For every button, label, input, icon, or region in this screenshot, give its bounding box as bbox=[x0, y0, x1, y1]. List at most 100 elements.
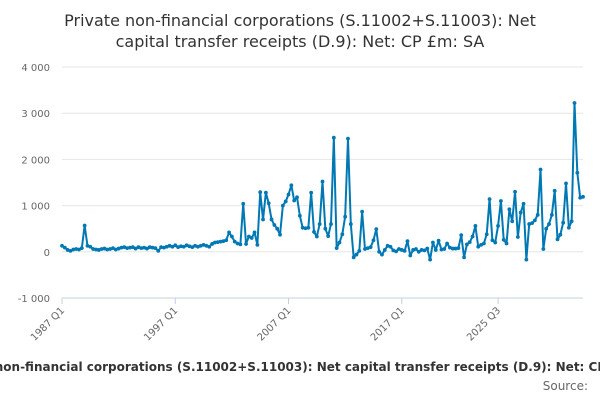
data-point[interactable] bbox=[368, 245, 373, 250]
data-point[interactable] bbox=[544, 226, 549, 231]
data-point[interactable] bbox=[190, 245, 195, 250]
data-point[interactable] bbox=[453, 246, 458, 251]
data-point[interactable] bbox=[436, 238, 441, 243]
data-point[interactable] bbox=[354, 252, 359, 257]
data-point[interactable] bbox=[303, 226, 308, 231]
data-point[interactable] bbox=[465, 242, 469, 247]
data-point[interactable] bbox=[241, 201, 246, 206]
data-point[interactable] bbox=[459, 233, 464, 238]
data-point[interactable] bbox=[326, 234, 331, 238]
data-point[interactable] bbox=[371, 238, 376, 243]
data-point[interactable] bbox=[249, 236, 254, 240]
data-point[interactable] bbox=[504, 241, 509, 246]
data-point[interactable] bbox=[439, 247, 444, 252]
data-point[interactable] bbox=[320, 179, 325, 184]
data-point[interactable] bbox=[130, 245, 135, 250]
data-point[interactable] bbox=[94, 247, 98, 252]
data-point[interactable] bbox=[343, 214, 348, 219]
data-point[interactable] bbox=[555, 237, 560, 242]
data-point[interactable] bbox=[419, 248, 424, 252]
data-point[interactable] bbox=[309, 190, 314, 195]
data-point[interactable] bbox=[490, 238, 495, 243]
data-point[interactable] bbox=[331, 135, 336, 140]
data-point[interactable] bbox=[119, 245, 124, 250]
data-point[interactable] bbox=[280, 203, 285, 208]
data-point[interactable] bbox=[266, 201, 271, 206]
data-point[interactable] bbox=[515, 235, 520, 239]
data-point[interactable] bbox=[224, 238, 229, 243]
data-point[interactable] bbox=[295, 195, 299, 200]
data-point[interactable] bbox=[252, 230, 257, 235]
data-point[interactable] bbox=[524, 257, 529, 262]
data-point[interactable] bbox=[133, 246, 138, 251]
data-point[interactable] bbox=[261, 217, 265, 222]
data-point[interactable] bbox=[60, 243, 64, 248]
data-point[interactable] bbox=[351, 255, 356, 260]
data-point[interactable] bbox=[323, 226, 328, 231]
data-point[interactable] bbox=[286, 192, 291, 197]
data-point[interactable] bbox=[229, 234, 234, 239]
data-point[interactable] bbox=[388, 244, 393, 249]
data-point[interactable] bbox=[558, 232, 563, 237]
data-point[interactable] bbox=[232, 239, 237, 244]
data-point[interactable] bbox=[346, 136, 350, 141]
data-point[interactable] bbox=[428, 257, 432, 262]
data-point[interactable] bbox=[292, 198, 297, 203]
data-point[interactable] bbox=[337, 240, 342, 245]
data-point[interactable] bbox=[91, 247, 96, 251]
data-point[interactable] bbox=[462, 255, 466, 260]
data-point[interactable] bbox=[493, 240, 498, 245]
data-point[interactable] bbox=[62, 245, 67, 250]
data-point[interactable] bbox=[173, 243, 178, 248]
data-point[interactable] bbox=[510, 219, 515, 224]
data-point[interactable] bbox=[569, 219, 574, 224]
data-point[interactable] bbox=[77, 247, 81, 252]
data-point[interactable] bbox=[530, 221, 534, 226]
data-point[interactable] bbox=[422, 248, 427, 253]
data-point[interactable] bbox=[79, 246, 84, 251]
data-point[interactable] bbox=[575, 170, 580, 175]
data-point[interactable] bbox=[99, 247, 104, 251]
data-point[interactable] bbox=[541, 247, 546, 251]
data-point[interactable] bbox=[402, 248, 407, 253]
data-point[interactable] bbox=[552, 188, 557, 193]
data-point[interactable] bbox=[482, 241, 486, 246]
data-point[interactable] bbox=[71, 247, 76, 252]
data-point[interactable] bbox=[306, 225, 311, 230]
data-point[interactable] bbox=[246, 234, 251, 239]
data-point[interactable] bbox=[128, 245, 132, 250]
data-point[interactable] bbox=[377, 249, 382, 254]
data-point[interactable] bbox=[507, 207, 512, 212]
data-point[interactable] bbox=[549, 212, 554, 217]
data-point[interactable] bbox=[125, 246, 130, 251]
data-point[interactable] bbox=[425, 246, 430, 251]
data-point[interactable] bbox=[244, 242, 248, 246]
data-point[interactable] bbox=[561, 220, 566, 225]
data-point[interactable] bbox=[278, 232, 282, 237]
data-point[interactable] bbox=[479, 242, 483, 247]
data-point[interactable] bbox=[210, 242, 214, 246]
data-point[interactable] bbox=[518, 210, 523, 215]
data-point[interactable] bbox=[416, 249, 421, 254]
data-point[interactable] bbox=[297, 213, 302, 218]
data-point[interactable] bbox=[238, 242, 243, 247]
data-point[interactable] bbox=[263, 190, 268, 195]
data-point[interactable] bbox=[405, 239, 410, 244]
data-point[interactable] bbox=[289, 183, 294, 188]
data-point[interactable] bbox=[269, 217, 274, 222]
data-point[interactable] bbox=[218, 239, 223, 244]
data-point[interactable] bbox=[445, 241, 449, 246]
data-point[interactable] bbox=[213, 240, 217, 245]
data-point[interactable] bbox=[431, 240, 435, 245]
data-point[interactable] bbox=[484, 232, 489, 237]
data-point[interactable] bbox=[227, 230, 231, 235]
data-point[interactable] bbox=[215, 240, 220, 245]
data-point[interactable] bbox=[300, 225, 305, 230]
data-point[interactable] bbox=[521, 201, 526, 206]
data-point[interactable] bbox=[145, 246, 149, 251]
data-point[interactable] bbox=[170, 244, 175, 249]
data-point[interactable] bbox=[74, 247, 79, 251]
data-point[interactable] bbox=[334, 246, 339, 251]
data-point[interactable] bbox=[374, 227, 379, 232]
data-point[interactable] bbox=[535, 212, 540, 217]
